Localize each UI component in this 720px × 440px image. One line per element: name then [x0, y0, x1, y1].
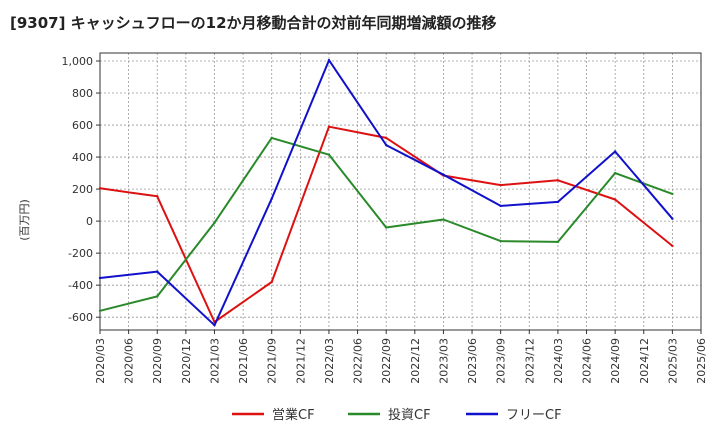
data-point: [270, 280, 273, 284]
x-tick-label: 2020/06: [123, 338, 136, 384]
data-point: [213, 221, 216, 224]
x-tick-label: 2023/09: [495, 338, 508, 384]
series-line-1: [99, 125, 674, 323]
data-point: [556, 179, 560, 182]
data-point: [384, 136, 388, 140]
data-point: [556, 200, 560, 204]
data-point: [671, 192, 674, 196]
x-tick-label: 2025/06: [695, 338, 708, 384]
x-tick-label: 2022/06: [352, 338, 365, 384]
y-tick-label: 600: [72, 119, 93, 132]
x-tick-label: 2022/12: [409, 338, 422, 384]
chart-title: [9307] キャッシュフローの12か月移動合計の対前年同期増減額の推移: [10, 14, 497, 32]
x-tick-label: 2022/09: [380, 338, 393, 384]
x-tick-label: 2021/06: [237, 338, 250, 384]
data-point: [613, 171, 617, 175]
data-point: [442, 173, 445, 176]
data-point: [556, 240, 560, 244]
data-point: [327, 59, 331, 62]
y-tick-label: 800: [72, 87, 93, 100]
x-tick-label: 2023/03: [437, 338, 450, 384]
y-tick-label: 1,000: [62, 55, 94, 68]
data-point: [499, 183, 502, 187]
data-point: [499, 239, 502, 243]
x-tick-label: 2021/09: [266, 338, 279, 384]
x-tick-label: 2020/03: [94, 338, 107, 384]
data-point: [98, 276, 102, 280]
x-tick-label: 2024/09: [609, 338, 622, 384]
x-tick-label: 2021/03: [208, 338, 221, 384]
x-tick-label: 2020/09: [151, 338, 164, 384]
x-tick-label: 2025/03: [666, 338, 679, 384]
data-point: [327, 125, 331, 128]
y-tick-label: 0: [86, 215, 93, 228]
x-tick-label: 2022/03: [323, 338, 336, 384]
x-tick-label: 2023/06: [466, 338, 479, 384]
x-tick-label: 2024/12: [638, 338, 651, 384]
data-point: [156, 295, 159, 298]
legend-label-2: 投資CF: [388, 407, 431, 423]
data-point: [499, 204, 502, 208]
data-point: [442, 218, 445, 221]
data-point: [613, 150, 617, 153]
data-point: [384, 143, 388, 147]
data-point: [156, 270, 159, 273]
data-point: [384, 226, 388, 229]
y-tick-label: -200: [68, 247, 93, 260]
y-tick-label: 400: [72, 151, 93, 164]
data-point: [156, 195, 159, 198]
data-point: [613, 198, 617, 201]
plot-frame: [99, 52, 702, 331]
x-tick-label: 2024/06: [581, 338, 594, 384]
data-point: [671, 217, 674, 220]
data-point: [270, 197, 273, 200]
data-point: [98, 187, 102, 190]
data-point: [213, 323, 216, 327]
data-point: [98, 309, 102, 312]
x-tick-label: 2023/12: [523, 338, 536, 384]
legend-label-1: 営業CF: [272, 407, 315, 423]
data-point: [270, 136, 273, 140]
x-tick-label: 2020/12: [180, 338, 193, 384]
y-tick-label: -600: [68, 311, 93, 324]
x-tick-label: 2021/12: [294, 338, 307, 384]
data-point: [327, 153, 331, 156]
x-tick-label: 2024/03: [552, 338, 565, 384]
y-tick-label: 200: [72, 183, 93, 196]
y-tick-label: -400: [68, 279, 93, 292]
legend-label-3: フリーCF: [506, 408, 562, 423]
data-point: [671, 244, 674, 248]
